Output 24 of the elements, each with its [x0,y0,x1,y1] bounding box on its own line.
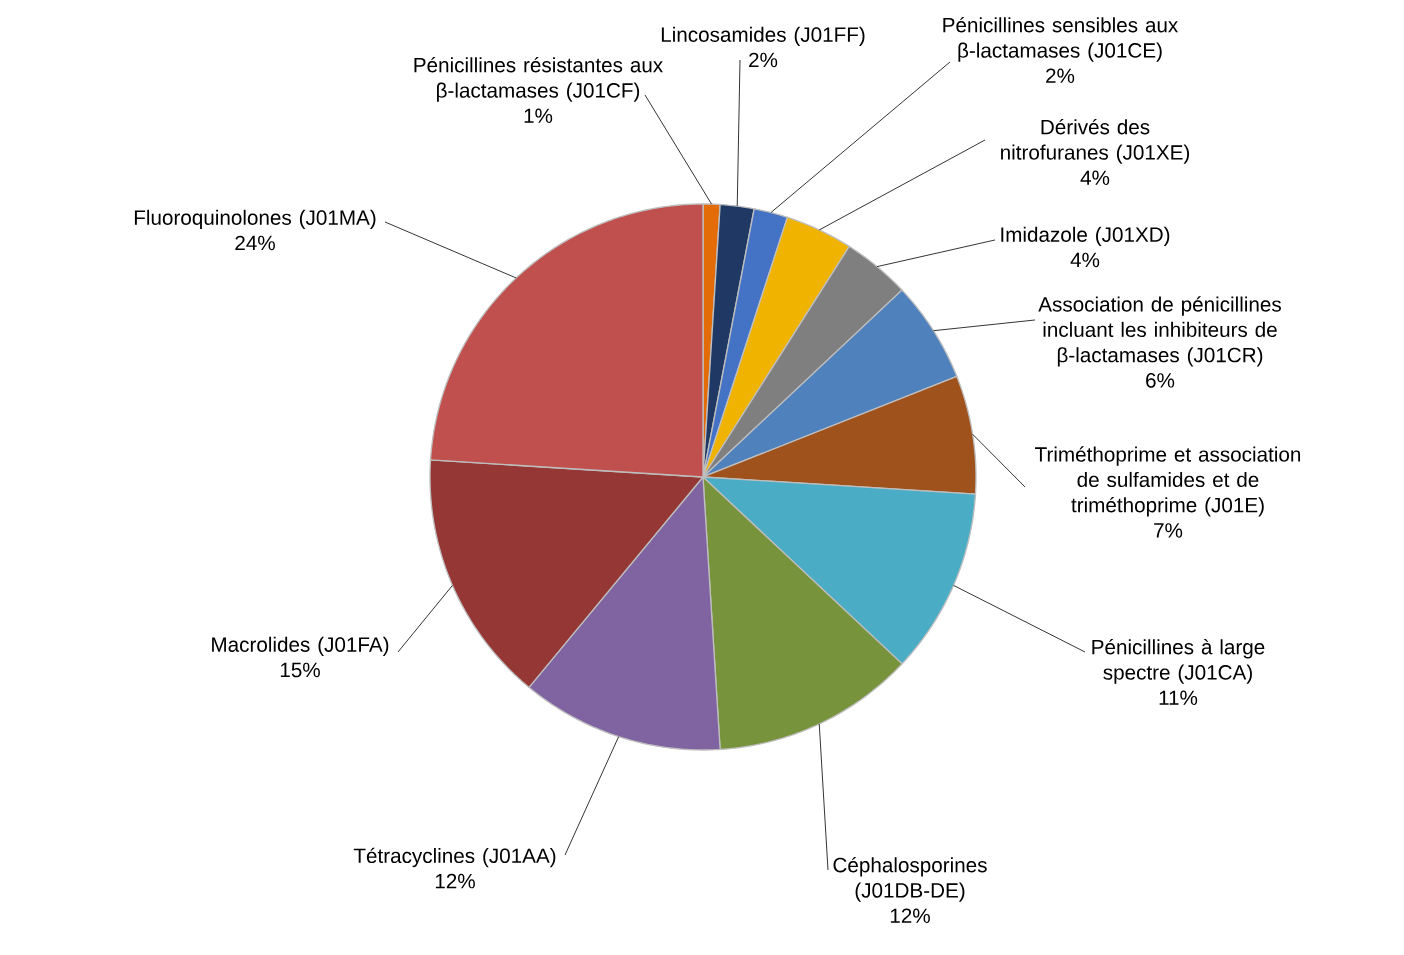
slice-label: Tétracyclines (J01AA) [353,847,556,868]
data-label: 2% [1046,68,1075,83]
data-label: 15% [280,662,320,678]
data-label: 12% [890,908,930,923]
slice-label: Triméthoprime et association de sulfamides et de triméthoprime (J01E) [1035,446,1301,517]
data-label: 7% [1154,523,1183,538]
slice-label: Pénicillines sensibles aux β-lactamases (J01CE) [943,16,1179,62]
data-label: 2% [749,52,778,68]
slice-label: Céphalosporines (J01DB-DE) [833,857,987,902]
slice-label: Pénicillines à large spectre (J01CA) [1092,639,1265,684]
data-label: 1% [524,108,553,123]
slice-label: Macrolides (J01FA) [212,636,389,656]
slice-label: Fluoroquinolones (J01MA) [134,209,376,230]
data-label: 11% [1159,690,1198,705]
slice-label: Pénicillines résistantes aux β-lactamases (J01CF) [414,56,663,102]
data-label: 6% [1146,373,1175,388]
data-label: 4% [1080,170,1110,185]
data-label: 24% [235,235,275,251]
data-label: 4% [1070,252,1100,268]
slice-label: Dérivés des nitrofuranes (J01XE) [1001,118,1190,164]
slice-label: Association de pénicillines incluant les inhibiteurs de β-lactamases (J01CR) [1038,296,1281,367]
data-label: 12% [435,873,475,889]
slice-label: Imidazole (J01XD) [1001,226,1170,247]
slice-label: Lincosamides (J01FF) [661,26,865,47]
